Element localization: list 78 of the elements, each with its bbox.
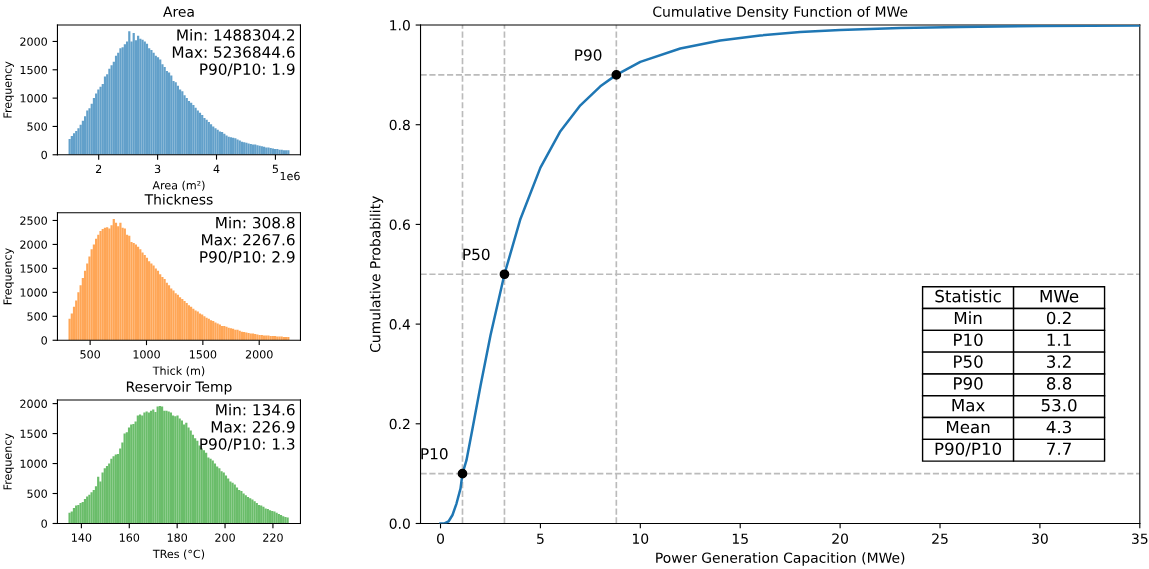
y-tick-label: 500: [27, 489, 47, 498]
annotation: Statistic: [935, 289, 1001, 303]
annotation: Min: [954, 311, 982, 325]
y-tick-label: 500: [27, 312, 47, 321]
x-tick-label: 20: [832, 533, 849, 544]
y-tick-label: 1500: [20, 65, 47, 75]
annotation: P10: [421, 448, 448, 460]
y-axis-title: Frequency: [3, 61, 14, 118]
x-tick-label: 25: [932, 533, 948, 544]
x-tick-label: 4: [213, 164, 220, 173]
annotation: 1.1: [1047, 333, 1071, 346]
annotation: Min: 134.6 Max: 226.9 P90/P10: 1.3: [200, 403, 295, 451]
y-axis-title: Cumulative Probability: [369, 196, 384, 353]
annotation: P10: [954, 333, 983, 347]
x-tick-label: 200: [215, 533, 235, 542]
y-tick-label: 0.0: [389, 518, 410, 529]
x-tick-label: 35: [1132, 533, 1148, 544]
x-tick-label: 15: [732, 533, 748, 544]
y-tick-label: 2500: [20, 216, 47, 225]
x-tick-label: 10: [633, 533, 649, 544]
annotation: P50: [954, 355, 983, 368]
x-tick-label: 5: [272, 164, 278, 174]
x-axis-title: Thick (m): [152, 366, 205, 377]
y-tick-label: 2000: [20, 37, 47, 46]
x-axis-title: TRes (°C): [152, 549, 205, 560]
annotation: Max: [952, 399, 985, 412]
annotation: MWe: [1040, 290, 1079, 303]
y-tick-label: 0: [41, 336, 47, 345]
annotation: 7.7: [1047, 442, 1071, 455]
x-tick-label: 3: [154, 164, 161, 174]
x-tick-label: 220: [263, 533, 283, 542]
annotation: Min: 1488304.2 Max: 5236844.6 P90/P10: 1.9: [172, 28, 295, 77]
y-tick-label: 0.8: [389, 119, 410, 131]
y-tick-label: 1000: [20, 94, 47, 103]
x-tick-label: 140: [72, 533, 92, 542]
x-tick-label: 5: [537, 533, 544, 544]
y-tick-label: 0: [41, 150, 47, 160]
annotation: 4.3: [1046, 420, 1071, 434]
y-axis-title: Frequency: [3, 248, 14, 305]
annotation: 8.8: [1046, 377, 1072, 390]
y-tick-label: 1000: [20, 459, 47, 468]
y-tick-label: 0.2: [389, 418, 410, 430]
y-tick-label: 0.4: [389, 319, 411, 330]
y-tick-label: 0: [41, 519, 47, 528]
x-tick-label: 160: [119, 533, 140, 542]
y-tick-label: 500: [27, 122, 47, 131]
y-tick-label: 0.6: [389, 219, 410, 230]
annotation: P50: [463, 248, 490, 261]
x-axis-title: Power Generation Capacition (MWe): [656, 552, 905, 566]
chart-title: Area: [163, 6, 194, 17]
x-tick-label: 500: [80, 350, 100, 359]
x-tick-label: 2000: [245, 350, 273, 359]
x-tick-label: 180: [167, 533, 188, 542]
y-tick-label: 2000: [20, 399, 47, 408]
x-tick-label: 0: [437, 533, 445, 544]
annotation: P90/P10: [935, 442, 1002, 457]
chart-title: Cumulative Density Function of MWe: [653, 6, 908, 20]
annotation: Mean: [947, 420, 990, 434]
x-tick-label: 1000: [133, 350, 160, 359]
x-tick-label: 2: [95, 164, 102, 173]
text: 1e6: [280, 171, 300, 181]
chart-title: Reservoir Temp: [126, 381, 232, 395]
annotation: Min: 308.8 Max: 2267.6 P90/P10: 2.9: [200, 216, 295, 264]
y-axis-title: Frequency: [3, 433, 14, 490]
x-axis-title: Area (m²): [152, 180, 205, 191]
y-tick-label: 1500: [20, 429, 47, 438]
annotation: 53.0: [1041, 398, 1077, 412]
chart-title: Thickness: [144, 193, 213, 205]
y-tick-label: 1000: [20, 288, 47, 297]
x-tick-label: 30: [1032, 533, 1048, 544]
y-tick-label: 2000: [20, 240, 47, 249]
annotation: 3.2: [1047, 355, 1071, 368]
annotation: P90: [575, 49, 602, 61]
annotation: 0.2: [1046, 311, 1071, 325]
y-tick-label: 1.0: [390, 20, 410, 31]
x-tick-label: 1500: [189, 350, 217, 359]
y-tick-label: 1500: [20, 264, 47, 273]
annotation: P90: [954, 377, 983, 390]
